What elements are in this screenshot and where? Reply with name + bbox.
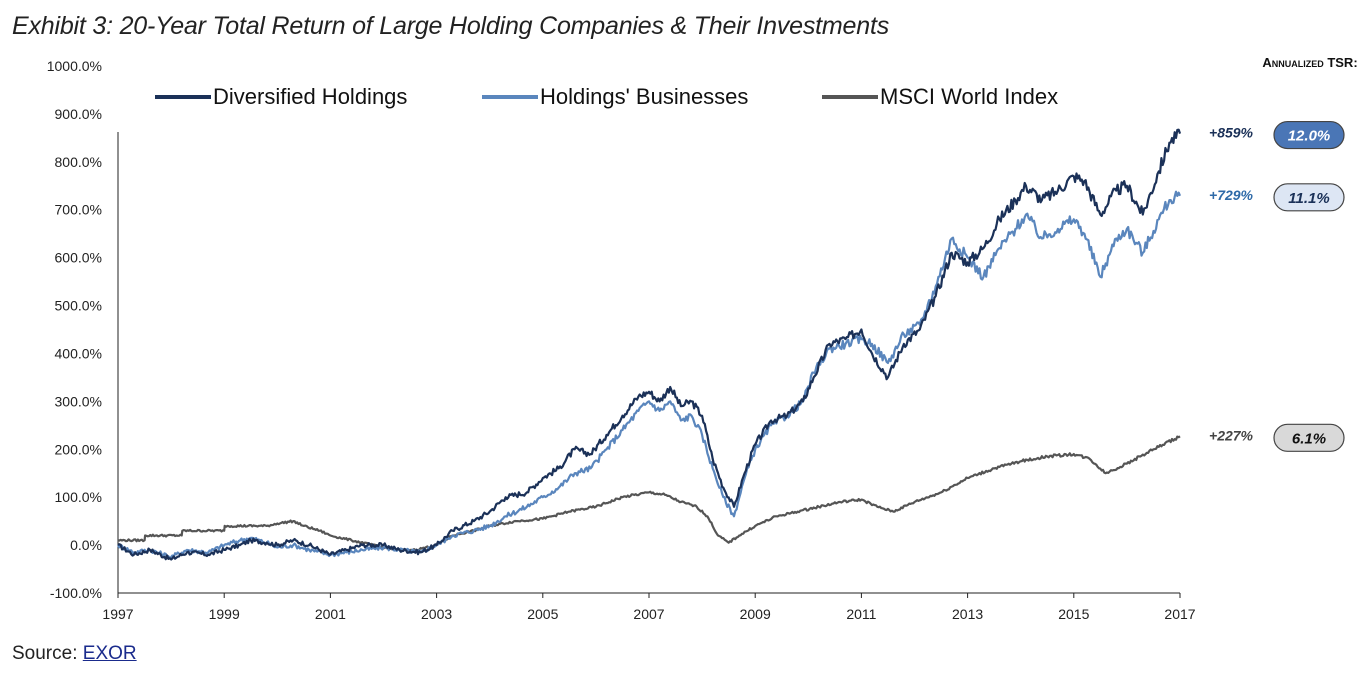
x-tick-label: 2009 <box>740 606 771 622</box>
legend-holdings-businesses: Holdings' Businesses <box>482 84 748 109</box>
y-tick-label: 100.0% <box>55 489 102 505</box>
x-tick-label: 2011 <box>846 606 876 622</box>
chart-svg: -100.0% 0.0% 100.0% 200.0% 300.0% 400.0% 500.0… <box>47 58 1345 622</box>
annualized-tsr-header: Annualized TSR: <box>1262 55 1358 70</box>
series-line-diversified-holdings <box>117 128 1182 561</box>
source-link[interactable]: EXOR <box>82 643 137 664</box>
tsr-pill <box>1273 423 1345 452</box>
x-tick-label: 1997 <box>102 606 133 622</box>
source-label: Source: <box>12 643 83 664</box>
end-label-2: +227% <box>1209 427 1254 443</box>
legend-msci-world-index: MSCI World Index <box>822 84 1058 109</box>
x-tick-label: 2007 <box>633 606 664 622</box>
tsr-pill <box>1273 120 1345 150</box>
tsr-pill <box>1273 183 1345 212</box>
x-tick-label: 2003 <box>421 606 452 622</box>
tsr-value: 6.1% <box>1292 430 1326 447</box>
y-tick-label: 300.0% <box>55 393 102 409</box>
series-line-msci-world-index <box>117 435 1181 552</box>
x-tick-label: 2017 <box>1164 606 1195 622</box>
y-tick-label: 500.0% <box>55 298 102 314</box>
x-tick-label: 2001 <box>315 606 346 622</box>
legend-label: Diversified Holdings <box>213 84 407 109</box>
chart-title: Exhibit 3: 20-Year Total Return of Large… <box>12 12 890 40</box>
source-note: Source: EXOR <box>12 643 137 665</box>
x-tick-label: 2005 <box>527 606 558 622</box>
y-tick-label: 400.0% <box>55 345 102 361</box>
end-label-0: +859% <box>1209 125 1254 141</box>
y-tick-label: 600.0% <box>55 250 102 266</box>
legend-diversified-holdings: Diversified Holdings <box>155 84 407 109</box>
y-tick-label: 700.0% <box>55 202 102 218</box>
tsr-value: 12.0% <box>1288 128 1331 145</box>
legend-label: MSCI World Index <box>880 84 1058 109</box>
y-tick-label: 0.0% <box>70 537 102 553</box>
x-tick-label: 2013 <box>952 606 983 622</box>
series-line-holdings-businesses <box>117 190 1182 560</box>
tsr-value: 11.1% <box>1288 190 1329 207</box>
x-tick-label: 1999 <box>209 606 240 622</box>
y-tick-label: -100.0% <box>50 585 102 601</box>
y-tick-label: 1000.0% <box>47 58 102 74</box>
legend-label: Holdings' Businesses <box>540 84 748 109</box>
y-tick-label: 200.0% <box>55 441 102 457</box>
y-tick-label: 800.0% <box>55 154 102 170</box>
y-tick-label: 900.0% <box>55 106 102 122</box>
x-tick-label: 2015 <box>1058 606 1089 622</box>
end-label-1: +729% <box>1209 187 1254 203</box>
